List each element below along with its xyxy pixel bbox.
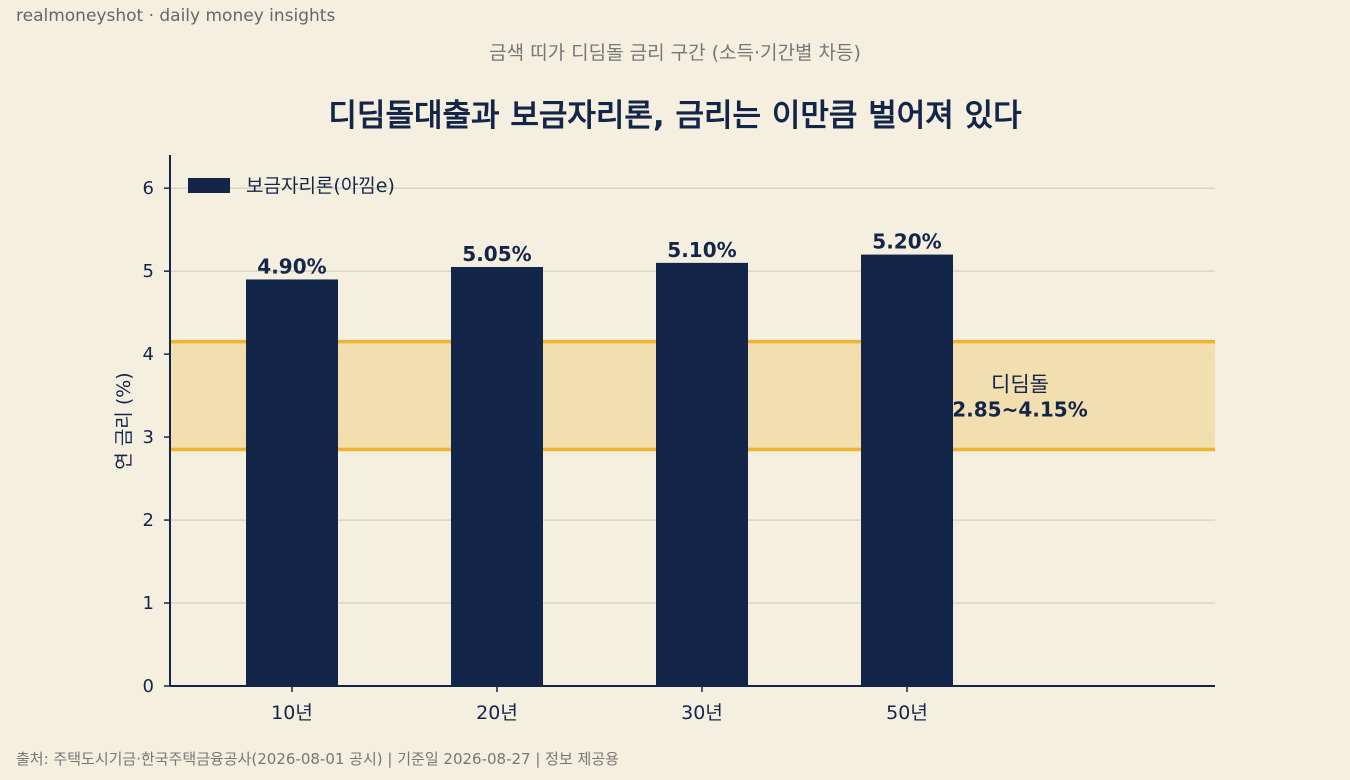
bar-value-label: 4.90% [257, 254, 326, 278]
bar [656, 262, 748, 686]
y-tick-label: 5 [143, 261, 154, 282]
axes: 0 1 2 3 4 5 6 10년 20년 30년 50년 [143, 155, 1215, 724]
y-tick-label: 0 [143, 676, 154, 697]
x-tick-label: 30년 [681, 702, 723, 724]
y-axis-label: 연 금리 (%) [113, 372, 135, 469]
band-name-label: 디딤돌 [991, 373, 1049, 397]
x-tick-label: 10년 [271, 702, 313, 724]
chart-subtitle: 금색 띠가 디딤돌 금리 구간 (소득·기간별 차등) [489, 42, 861, 64]
brand-tagline: realmoneyshot · daily money insights [16, 6, 336, 26]
y-tick-label: 3 [143, 427, 154, 448]
bar [246, 279, 338, 686]
legend: 보금자리론(아낌e) [188, 175, 395, 197]
bar [861, 254, 953, 686]
source-footer: 출처: 주택도시기금·한국주택금융공사(2026-08-01 공시) | 기준일… [16, 750, 619, 768]
band-range-label: 2.85~4.15% [952, 398, 1088, 422]
x-tick-label: 20년 [476, 702, 518, 724]
y-tick-label: 6 [143, 178, 154, 199]
chart-title: 디딤돌대출과 보금자리론, 금리는 이만큼 벌어져 있다 [328, 98, 1022, 134]
x-tick-label: 50년 [886, 702, 928, 724]
y-tick-label: 1 [143, 593, 154, 614]
bar-value-label: 5.05% [462, 242, 531, 266]
y-tick-label: 2 [143, 510, 154, 531]
y-tick-label: 4 [143, 344, 154, 365]
bar-value-label: 5.10% [667, 238, 736, 262]
bar [451, 267, 543, 686]
legend-swatch [188, 178, 230, 193]
bars: 4.90% 5.05% 5.10% 5.20% [246, 230, 953, 686]
legend-label: 보금자리론(아낌e) [246, 175, 395, 197]
bar-value-label: 5.20% [872, 230, 941, 254]
